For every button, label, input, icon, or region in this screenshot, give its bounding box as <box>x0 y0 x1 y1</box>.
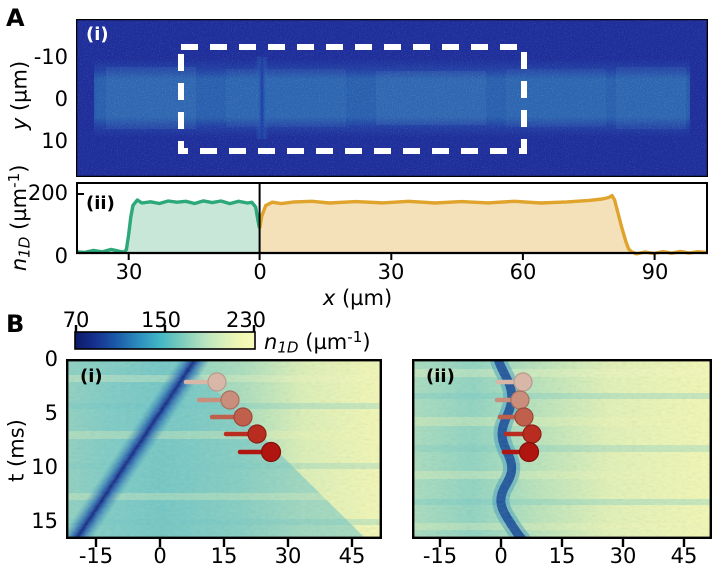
colorbar-tick-2: 230 <box>225 308 267 332</box>
colorbar-label: n1D (µm-1) <box>264 328 371 357</box>
panel-b-y-tick-2: 10 <box>31 455 58 479</box>
soliton-marker-pins <box>183 372 282 463</box>
panel-a-x-tick-1: 0 <box>253 260 267 284</box>
soliton-marker-pins <box>494 372 542 463</box>
colorbar-label-subscript: 1D <box>277 338 299 357</box>
panel-b-subpanel-ii-tag: (ii) <box>426 366 455 387</box>
panel-a-x-tick-2: 30 <box>377 260 405 284</box>
panel-b-y-tick-1: 5 <box>44 401 58 425</box>
panel-a-y-tick-2: 10 <box>41 129 68 153</box>
panel-b-subpanel-ii-xticks <box>412 538 712 548</box>
panel-a-density-tick-1: 0 <box>54 244 68 268</box>
colorbar-tick-0: 70 <box>62 308 90 332</box>
panel-a-x-tick-4: 90 <box>641 260 669 284</box>
panel-b-subpanel-i <box>66 359 382 539</box>
panel-b-ii-x-tick-4: 45 <box>670 544 698 568</box>
panel-a-x-tick-0: 30 <box>115 260 143 284</box>
panel-b-subpanel-ii <box>412 359 712 539</box>
panel-b-y-tick-0: 0 <box>44 347 58 371</box>
colorbar-label-exponent: -1 <box>347 328 363 346</box>
colorbar-tick-1: 150 <box>140 308 182 332</box>
panel-a-absorption-image <box>76 19 708 177</box>
panel-a-x-axis-unit: (µm) <box>341 286 393 310</box>
panel-a-density-profile-plot <box>76 182 708 267</box>
panel-b-subpanel-i-tag: (i) <box>80 366 103 387</box>
panel-a-image-tag: (i) <box>86 24 109 45</box>
panel-a-density-unit-close: ) <box>6 164 31 173</box>
panel-a-x-tick-3: 60 <box>509 260 537 284</box>
panel-a-left-fill <box>76 200 260 253</box>
panel-a-left-curve <box>76 198 261 255</box>
colorbar-label-variable: n <box>264 329 278 354</box>
panel-a-right-fill <box>260 195 632 253</box>
panel-a-x-axis-variable: x <box>322 286 336 310</box>
panel-a-y-axis-variable: y <box>7 117 32 131</box>
colorbar-label-unit-close: ) <box>362 329 371 354</box>
panel-b-letter: B <box>6 310 25 338</box>
colorbar-label-unit: (µm <box>305 329 348 354</box>
colorbar-tick-mark-top <box>74 324 256 332</box>
panel-a-y-tick-1: 0 <box>54 87 68 111</box>
colorbar <box>74 331 256 350</box>
panel-a-y-tick-0: -10 <box>33 45 68 69</box>
panel-b-i-x-tick-4: 45 <box>338 544 366 568</box>
panel-a-density-tick-0: 200 <box>27 181 68 205</box>
panel-b-y-tick-3: 15 <box>31 509 58 533</box>
panel-a-letter: A <box>6 4 25 32</box>
panel-a-x-axis-label: x (µm) <box>0 288 715 309</box>
panel-b-subpanel-i-xticks <box>66 538 382 548</box>
panel-a-profile-tag: (ii) <box>86 193 115 214</box>
